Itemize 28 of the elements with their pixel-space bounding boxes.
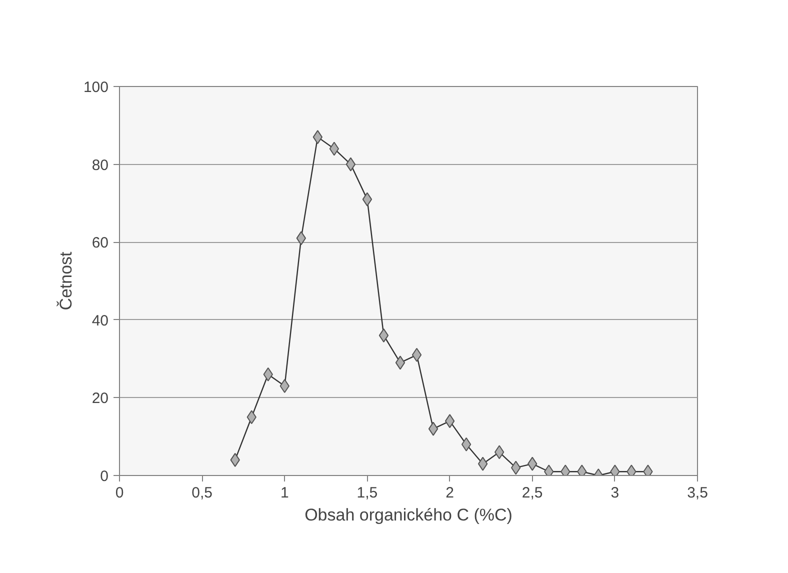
point	[362, 192, 372, 206]
point	[494, 445, 504, 460]
point	[395, 356, 406, 370]
x-tick-label: 2,5	[522, 484, 543, 502]
point	[312, 130, 323, 144]
x-tick-label: 0	[115, 484, 124, 502]
x-tick-label: 0,5	[192, 484, 213, 502]
point	[412, 348, 422, 362]
point	[346, 157, 356, 172]
x-tick-label: 2	[446, 484, 454, 502]
y-tick-label: 60	[92, 234, 109, 252]
y-tick-label: 20	[92, 390, 109, 408]
x-tick-label: 1	[280, 484, 289, 502]
y-tick-label: 0	[100, 468, 108, 485]
point	[329, 142, 340, 156]
point	[378, 328, 389, 342]
point	[428, 422, 438, 436]
y-tick-label: 40	[92, 312, 109, 330]
point	[444, 414, 455, 428]
y-tick-label: 80	[92, 156, 109, 174]
x-tick-label: 1,5	[356, 484, 378, 502]
x-axis-title: Obsah organického C (%C)	[304, 506, 512, 524]
y-tick-label: 100	[83, 79, 109, 96]
y-axis-title: Četnost	[56, 251, 76, 310]
x-tick-label: 3,5	[687, 484, 708, 502]
point	[461, 437, 472, 452]
point	[478, 456, 488, 471]
x-tick-label: 3	[610, 484, 620, 502]
